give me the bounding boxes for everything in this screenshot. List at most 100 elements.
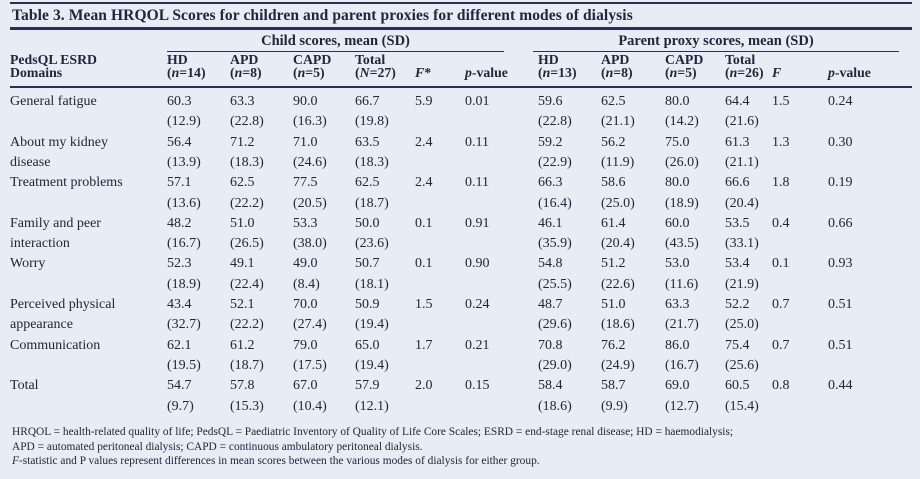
row-label: Communication [10,337,101,353]
parent-p-cell: 0.19 [828,175,853,191]
parent-p-cell: 0.44 [828,378,853,394]
col-header-parent-hd: HD (n=13) [538,51,577,81]
parent-total-cell: 60.5 (15.4) [725,378,759,414]
child-hd-cell: 52.3 (18.9) [167,256,201,292]
child-f-cell: 1.5 [415,297,433,313]
child-p-cell: 0.11 [465,134,489,150]
footnotes: HRQOL = health-related quality of life; … [10,425,912,469]
col-header-child-total: Total (N=27) [355,51,396,81]
parent-apd-cell: 58.6 (25.0) [601,175,635,211]
child-p-cell: 0.11 [465,175,489,191]
child-capd-cell: 49.0 (8.4) [293,256,320,292]
parent-total-cell: 64.4 (21.6) [725,94,759,130]
child-f-cell: 0.1 [415,215,433,231]
row-label: Treatment problems [10,175,123,191]
table-row-perceived-physical-appearance: Perceived physical appearance 43.4 (32.7) … [10,295,912,336]
child-capd-cell: 79.0 (17.5) [293,337,327,373]
parent-total-cell: 61.3 (21.1) [725,134,759,170]
row-label: Total [10,378,39,394]
row-label: Family and peer interaction [10,215,101,252]
child-capd-cell: 70.0 (27.4) [293,297,327,333]
child-apd-cell: 71.2 (18.3) [230,134,264,170]
stub-line2: Domains [10,65,63,81]
parent-f-cell: 0.7 [772,337,790,353]
parent-hd-cell: 46.1 (35.9) [538,215,572,252]
child-apd-cell: 61.2 (18.7) [230,337,264,373]
child-apd-cell: 51.0 (26.5) [230,215,264,252]
child-p-cell: 0.15 [465,378,490,394]
col-header-parent-apd: APD (n=8) [601,51,633,81]
group-header-child: Child scores, mean (SD) [167,30,504,52]
col-header-parent-capd: CAPD (n=5) [665,51,704,81]
parent-p-cell: 0.51 [828,297,853,313]
child-hd-cell: 43.4 (32.7) [167,297,201,333]
row-label: General fatigue [10,94,97,110]
parent-apd-cell: 56.2 (11.9) [601,134,635,170]
group-header-row: Child scores, mean (SD) Parent proxy sco… [10,30,912,52]
row-label: Worry [10,256,46,272]
parent-f-cell: 1.3 [772,134,790,150]
child-f-cell: 1.7 [415,337,433,353]
footnote-abbreviations-line2: APD = automated peritoneal dialysis; CAP… [12,440,423,453]
child-capd-cell: 67.0 (10.4) [293,378,327,414]
child-f-cell: 2.4 [415,175,433,191]
parent-capd-cell: 80.0 (14.2) [665,94,699,130]
col-header-child-f: F* [415,65,432,81]
stub-line1: PedsQL ESRD [10,51,98,67]
child-p-cell: 0.90 [465,256,490,272]
child-total-cell: 62.5 (18.7) [355,175,389,211]
parent-f-cell: 1.8 [772,175,790,191]
parent-capd-cell: 86.0 (16.7) [665,337,699,373]
table-title: Table 3. Mean HRQOL Scores for children … [12,7,633,24]
parent-hd-cell: 70.8 (29.0) [538,337,572,373]
parent-capd-cell: 69.0 (12.7) [665,378,699,414]
parent-f-cell: 0.4 [772,215,790,231]
parent-hd-cell: 66.3 (16.4) [538,175,572,211]
parent-apd-cell: 51.2 (22.6) [601,256,635,292]
parent-capd-cell: 63.3 (21.7) [665,297,699,333]
table-header: Child scores, mean (SD) Parent proxy sco… [10,30,912,89]
child-total-cell: 66.7 (19.8) [355,94,389,130]
child-apd-cell: 63.3 (22.8) [230,94,264,130]
col-header-parent-total: Total (n=26) [725,51,764,81]
col-header-child-apd: APD (n=8) [230,51,262,81]
parent-f-cell: 1.5 [772,94,790,110]
child-p-cell: 0.24 [465,297,490,313]
child-capd-cell: 53.3 (38.0) [293,215,327,252]
child-p-cell: 0.21 [465,337,490,353]
child-p-cell: 0.01 [465,94,490,110]
table-row-communication: Communication 62.1 (19.5) 61.2 (18.7) 79.0… [10,336,912,377]
child-capd-cell: 71.0 (24.6) [293,134,327,170]
parent-apd-cell: 76.2 (24.9) [601,337,635,373]
child-apd-cell: 49.1 (22.4) [230,256,264,292]
child-f-cell: 2.4 [415,134,433,150]
parent-hd-cell: 48.7 (29.6) [538,297,572,333]
child-p-cell: 0.91 [465,215,490,231]
col-header-child-pvalue: p-value [465,65,508,81]
parent-total-cell: 53.4 (21.9) [725,256,759,292]
child-apd-cell: 62.5 (22.2) [230,175,264,211]
parent-total-cell: 75.4 (25.6) [725,337,759,373]
parent-total-cell: 52.2 (25.0) [725,297,759,333]
parent-capd-cell: 53.0 (11.6) [665,256,699,292]
table-row-about-my-kidney-disease: About my kidney disease 56.4 (13.9) 71.2 (1… [10,133,912,174]
child-total-cell: 50.7 (18.1) [355,256,389,292]
child-total-cell: 50.9 (19.4) [355,297,389,333]
parent-total-cell: 66.6 (20.4) [725,175,759,211]
child-hd-cell: 48.2 (16.7) [167,215,201,252]
child-capd-cell: 90.0 (16.3) [293,94,327,130]
parent-hd-cell: 59.6 (22.8) [538,94,572,130]
parent-f-cell: 0.1 [772,256,790,272]
child-f-cell: 5.9 [415,94,433,110]
child-hd-cell: 54.7 (9.7) [167,378,194,414]
col-header-parent-f: F [772,65,782,81]
parent-hd-cell: 58.4 (18.6) [538,378,572,414]
parent-capd-cell: 80.0 (18.9) [665,175,699,211]
parent-apd-cell: 51.0 (18.6) [601,297,635,333]
child-hd-cell: 56.4 (13.9) [167,134,201,170]
parent-p-cell: 0.24 [828,94,853,110]
parent-capd-cell: 60.0 (43.5) [665,215,699,252]
footnote-abbreviations-line1: HRQOL = health-related quality of life; … [12,425,734,438]
col-header-child-hd: HD (n=14) [167,51,206,81]
